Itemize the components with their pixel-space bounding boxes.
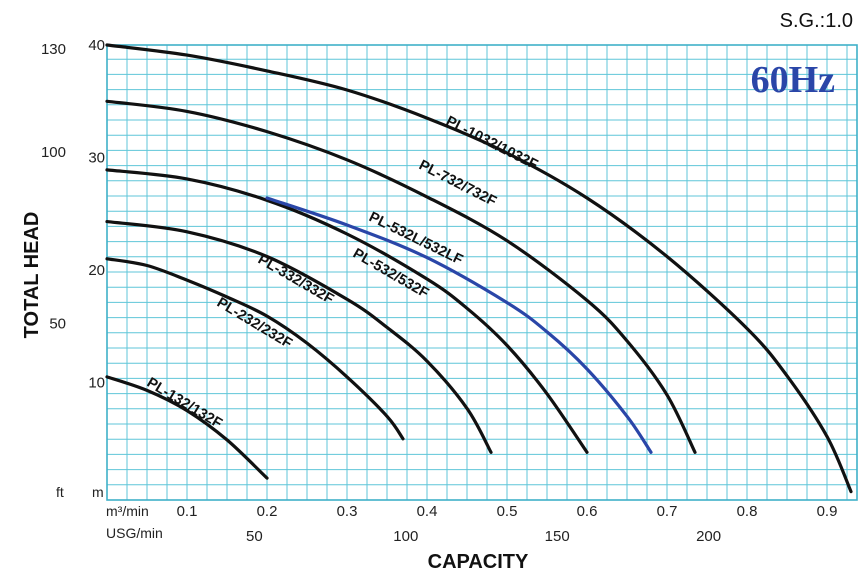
curve-label: PL-132/132F — [144, 375, 225, 432]
curve-pl-332-332f — [105, 220, 493, 454]
x-tick-label-m3min: 0.6 — [577, 503, 598, 520]
curve-pl-532l-532lf — [265, 196, 653, 454]
plot-frame — [106, 44, 858, 501]
x-tick-label-m3min: 0.8 — [737, 503, 758, 520]
x-tick-label-m3min: 0.1 — [177, 503, 198, 520]
y-axis-ticks: 10 20 30 40 50 100 130 — [41, 37, 105, 392]
curve-pl-132-132f — [105, 375, 269, 480]
y-unit-ft: ft — [56, 484, 64, 500]
curve-label: PL-232/232F — [214, 295, 295, 352]
curve-pl-532-532f — [105, 168, 589, 454]
x-axis-label: CAPACITY — [428, 551, 529, 573]
y-tick-label-m: 10 — [88, 375, 105, 392]
y-tick-label-m: 40 — [88, 37, 105, 54]
x-tick-label-m3min: 0.5 — [497, 503, 518, 520]
y-tick-label-m: 20 — [88, 262, 105, 279]
y-axis-label: TOTAL HEAD — [21, 212, 43, 339]
x-tick-label-m3min: 0.4 — [417, 503, 438, 520]
x-axis-ticks: 0.1 0.2 0.3 0.4 0.5 0.6 0.7 0.8 0.9 50 100 150 200 — [177, 503, 838, 545]
x-unit-m3min: m³/min — [106, 503, 149, 519]
y-tick-label-ft: 100 — [41, 144, 66, 161]
x-tick-label-m3min: 0.2 — [257, 503, 278, 520]
pump-curves — [105, 43, 853, 494]
y-tick-label-ft: 130 — [41, 41, 66, 58]
x-tick-label-usgmin: 150 — [545, 528, 570, 545]
curve-pl-232-232f — [105, 257, 405, 441]
y-tick-label-m: 30 — [88, 150, 105, 167]
x-tick-label-m3min: 0.9 — [817, 503, 838, 520]
x-tick-label-usgmin: 200 — [696, 528, 721, 545]
x-tick-label-m3min: 0.3 — [337, 503, 358, 520]
x-tick-label-usgmin: 50 — [246, 528, 263, 545]
x-unit-usgmin: USG/min — [106, 525, 163, 541]
y-unit-m: m — [92, 484, 104, 500]
x-tick-label-m3min: 0.7 — [657, 503, 678, 520]
y-tick-label-ft: 50 — [49, 316, 66, 333]
frequency-label: 60Hz — [751, 59, 836, 101]
curve-pl-732-732f — [105, 99, 697, 454]
specific-gravity-label: S.G.:1.0 — [780, 10, 853, 32]
curve-pl-1032-1032f — [105, 43, 853, 494]
x-tick-label-usgmin: 100 — [393, 528, 418, 545]
curve-label: PL-1032/1032F — [443, 113, 540, 173]
